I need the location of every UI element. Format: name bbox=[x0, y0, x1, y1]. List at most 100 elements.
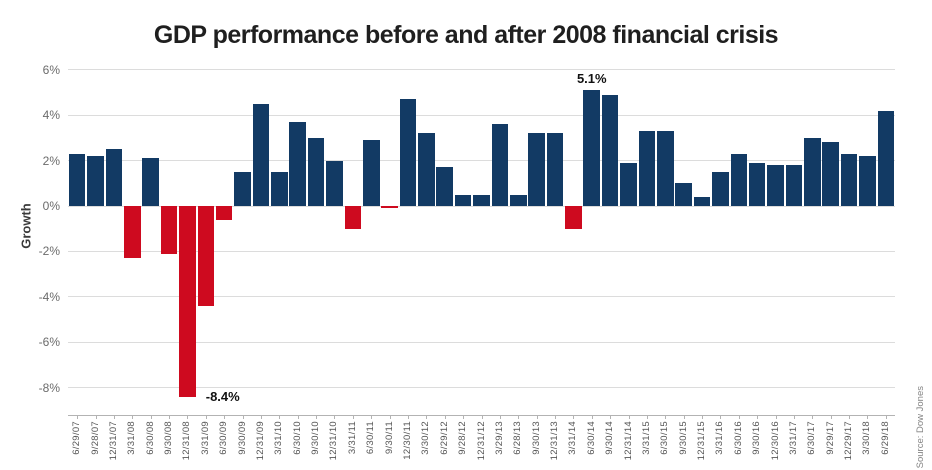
bar[interactable] bbox=[271, 171, 288, 206]
bar[interactable] bbox=[859, 156, 876, 206]
bar[interactable] bbox=[804, 137, 821, 206]
y-tick-label: -6% bbox=[38, 335, 60, 350]
x-axis-tick bbox=[830, 415, 832, 419]
x-axis-tick bbox=[132, 415, 134, 419]
bar[interactable] bbox=[785, 165, 803, 206]
bar[interactable] bbox=[197, 206, 215, 306]
x-tick-label: 3/31/15 bbox=[640, 421, 652, 455]
gridline bbox=[68, 205, 895, 207]
x-tick-label: 3/31/11 bbox=[346, 421, 358, 455]
x-axis-tick bbox=[316, 415, 318, 419]
x-axis-tick bbox=[95, 415, 97, 419]
x-axis-line bbox=[68, 415, 895, 416]
x-axis-tick bbox=[242, 415, 244, 419]
x-axis-tick bbox=[555, 415, 556, 419]
bar[interactable] bbox=[234, 171, 251, 206]
bar[interactable] bbox=[638, 131, 656, 206]
x-tick-label: 3/31/09 bbox=[199, 421, 211, 455]
y-tick-label: 2% bbox=[42, 153, 60, 168]
bar[interactable] bbox=[822, 142, 839, 206]
bar[interactable] bbox=[307, 137, 325, 206]
x-axis-tick bbox=[499, 415, 501, 419]
x-tick-label: 12/31/09 bbox=[254, 421, 266, 461]
bar[interactable] bbox=[160, 206, 178, 254]
x-axis-tick bbox=[407, 415, 409, 419]
x-axis-tick bbox=[205, 415, 207, 419]
bar[interactable] bbox=[179, 206, 196, 397]
bar[interactable] bbox=[124, 206, 141, 259]
gridline bbox=[68, 296, 895, 298]
x-tick-label: 9/30/10 bbox=[310, 421, 322, 455]
x-axis-tick bbox=[297, 415, 299, 419]
x-tick-label: 12/30/16 bbox=[769, 421, 781, 461]
bar-value-annotation: -8.4% bbox=[205, 388, 240, 404]
x-tick-label: 9/29/17 bbox=[824, 421, 836, 455]
x-axis-tick bbox=[187, 415, 189, 419]
bar-value-annotation: 5.1% bbox=[576, 71, 607, 87]
y-tick-label: -4% bbox=[38, 289, 60, 304]
y-tick-label: 0% bbox=[42, 199, 60, 213]
x-tick-label: 6/30/16 bbox=[732, 421, 744, 455]
x-axis-tick bbox=[573, 415, 575, 419]
gridline bbox=[68, 160, 895, 162]
bar[interactable] bbox=[730, 153, 748, 206]
bar[interactable] bbox=[87, 156, 104, 206]
bar[interactable] bbox=[289, 122, 306, 206]
bar[interactable] bbox=[656, 131, 674, 206]
x-tick-label: 9/30/09 bbox=[236, 421, 248, 455]
bar[interactable] bbox=[693, 196, 711, 206]
bar[interactable] bbox=[675, 183, 692, 206]
x-tick-label: 9/28/07 bbox=[89, 421, 101, 455]
bar[interactable] bbox=[399, 99, 417, 206]
bar[interactable] bbox=[252, 103, 270, 206]
bar[interactable] bbox=[436, 167, 454, 206]
gridline bbox=[68, 114, 895, 116]
bar[interactable] bbox=[68, 153, 86, 206]
x-tick-label: 6/30/11 bbox=[365, 421, 377, 455]
bar[interactable] bbox=[528, 133, 545, 206]
x-tick-label: 6/28/13 bbox=[512, 421, 524, 455]
bar[interactable] bbox=[767, 165, 784, 206]
x-axis-tick bbox=[849, 415, 851, 419]
bar[interactable] bbox=[491, 124, 509, 206]
x-tick-label: 6/29/07 bbox=[71, 421, 83, 455]
bar[interactable] bbox=[362, 140, 380, 206]
bar[interactable] bbox=[877, 110, 895, 206]
bar[interactable] bbox=[601, 94, 619, 206]
x-axis-tick bbox=[683, 415, 685, 419]
x-tick-label: 6/29/12 bbox=[438, 421, 450, 455]
x-axis-tick bbox=[518, 415, 520, 419]
bar[interactable] bbox=[142, 158, 159, 206]
x-tick-label: 9/30/11 bbox=[383, 421, 395, 455]
bar[interactable] bbox=[620, 162, 637, 206]
y-tick-label: 4% bbox=[42, 108, 60, 123]
x-tick-label: 6/30/15 bbox=[659, 421, 671, 455]
x-tick-label: 3/29/13 bbox=[493, 421, 505, 455]
source-credit: Source: Dow Jones bbox=[915, 385, 926, 468]
x-axis-tick bbox=[885, 415, 887, 419]
bar[interactable] bbox=[546, 133, 564, 206]
x-axis-tick bbox=[665, 415, 667, 419]
x-axis-tick bbox=[628, 415, 630, 419]
bar[interactable] bbox=[583, 90, 601, 206]
x-tick-label: 9/28/12 bbox=[457, 421, 469, 455]
x-tick-label: 3/31/10 bbox=[273, 421, 285, 455]
bar[interactable] bbox=[509, 194, 527, 206]
bar[interactable] bbox=[105, 149, 123, 206]
x-tick-label: 12/30/11 bbox=[401, 421, 413, 460]
bar[interactable] bbox=[381, 206, 398, 209]
bar[interactable] bbox=[454, 194, 472, 206]
bar[interactable] bbox=[326, 160, 343, 206]
x-tick-label: 3/31/08 bbox=[126, 421, 138, 455]
y-tick-label: -2% bbox=[38, 244, 60, 259]
bar[interactable] bbox=[473, 194, 490, 206]
bar[interactable] bbox=[712, 171, 729, 206]
bar[interactable] bbox=[840, 153, 858, 206]
bar[interactable] bbox=[565, 206, 582, 229]
bar[interactable] bbox=[748, 162, 766, 206]
x-tick-label: 9/30/08 bbox=[163, 421, 175, 455]
bar[interactable] bbox=[215, 206, 233, 220]
bar[interactable] bbox=[344, 206, 362, 229]
x-tick-label: 9/30/16 bbox=[751, 421, 763, 455]
bar[interactable] bbox=[418, 133, 435, 206]
